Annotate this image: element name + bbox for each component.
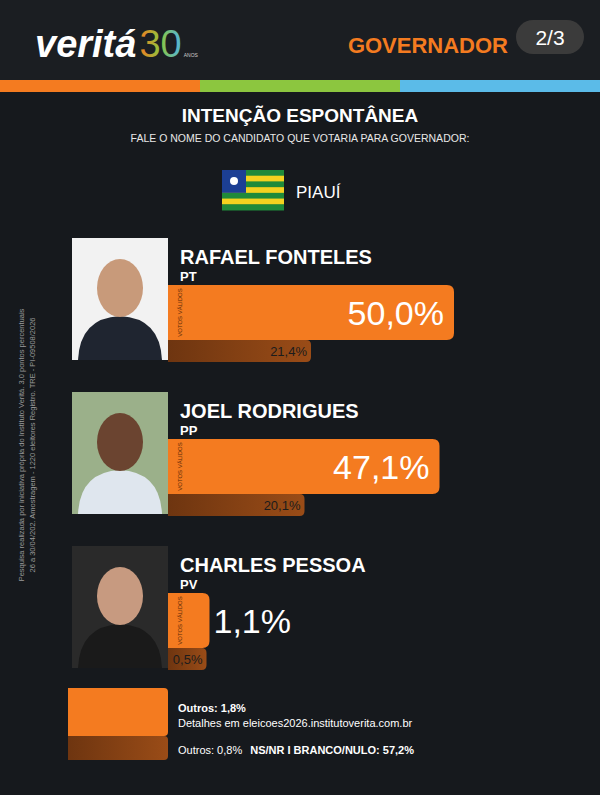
candidate-name: JOEL RODRIGUES	[180, 400, 359, 422]
value-label-valid: 50,0%	[348, 294, 444, 332]
party: PT	[180, 269, 197, 284]
details: Detalhes em eleicoes2026.institutoverita…	[178, 717, 413, 729]
source-note: Pesquisa realizada por iniciativa própri…	[17, 308, 26, 581]
source-note: 26 a 30/04/202. Amostragem - 1220 eleito…	[28, 317, 37, 572]
others-total: Outros: 0,8%	[178, 744, 242, 756]
value-label-total: 21,4%	[270, 344, 307, 359]
logo: veritá	[35, 23, 136, 65]
logo-number: 30	[139, 23, 181, 65]
bar-total	[168, 494, 305, 516]
flag-stripe	[222, 193, 284, 199]
photo-head	[97, 567, 143, 625]
state: PIAUÍ	[296, 183, 341, 202]
stripe	[0, 80, 200, 92]
legend-swatch-total	[68, 736, 168, 760]
title: INTENÇÃO ESPONTÂNEA	[182, 105, 419, 126]
page: veritá30ANOS GOVERNADOR 2/3 INTENÇÃO ESPONT…	[0, 0, 600, 795]
bar-valid	[168, 593, 210, 648]
section-title: GOVERNADOR	[348, 33, 508, 58]
header-bg	[0, 0, 600, 80]
labels: RAFAEL FONTELESPT VOTOS VÁLIDOS 50,0% 21,4%…	[173, 246, 444, 667]
ns-nr: NS/NR I BRANCO/NULO: 57,2%	[250, 744, 414, 756]
photo	[72, 546, 168, 668]
page-badge	[516, 20, 584, 54]
logo-sub: ANOS	[184, 52, 199, 58]
flag-canton	[222, 170, 246, 193]
value-label-total: 20,1%	[264, 498, 301, 513]
value-label-valid: 47,1%	[333, 448, 429, 486]
background	[0, 0, 600, 795]
page-number: 2/3	[535, 26, 564, 49]
photo-body	[78, 470, 162, 514]
photo	[72, 238, 168, 360]
stripe	[200, 80, 400, 92]
series-label: VOTOS VÁLIDOS	[177, 288, 183, 337]
candidate-name: RAFAEL FONTELES	[180, 246, 372, 268]
flag-stripe	[222, 199, 284, 205]
photo-head	[97, 413, 143, 471]
party: PP	[180, 423, 198, 438]
candidate-name: CHARLES PESSOA	[180, 554, 366, 576]
others-valid: Outros: 1,8%	[178, 702, 246, 714]
stripe	[400, 80, 600, 92]
photo-bg	[72, 392, 168, 514]
series-label: VOTOS VÁLIDOS	[177, 442, 183, 491]
flag-star	[230, 177, 238, 185]
party: PV	[180, 577, 198, 592]
bar-valid	[168, 439, 440, 494]
value-label-valid: 1,1%	[214, 602, 292, 640]
legend-swatch-valid	[68, 688, 168, 736]
bar-total	[168, 648, 207, 670]
photo	[72, 392, 168, 514]
series-label: VOTOS VÁLIDOS	[177, 596, 183, 645]
plot	[168, 285, 454, 670]
photo-bg	[72, 546, 168, 668]
value-label-total: 0,5%	[173, 652, 203, 667]
subtitle: FALE O NOME DO CANDIDATO QUE VOTARIA PAR…	[131, 132, 470, 144]
photo-head	[97, 259, 143, 317]
bar-valid	[168, 285, 454, 340]
photo-body	[78, 624, 162, 668]
photo-bg	[72, 238, 168, 360]
bar-total	[168, 340, 311, 362]
flag	[222, 170, 284, 211]
photo-body	[78, 316, 162, 360]
flag-stripe	[222, 204, 284, 210]
